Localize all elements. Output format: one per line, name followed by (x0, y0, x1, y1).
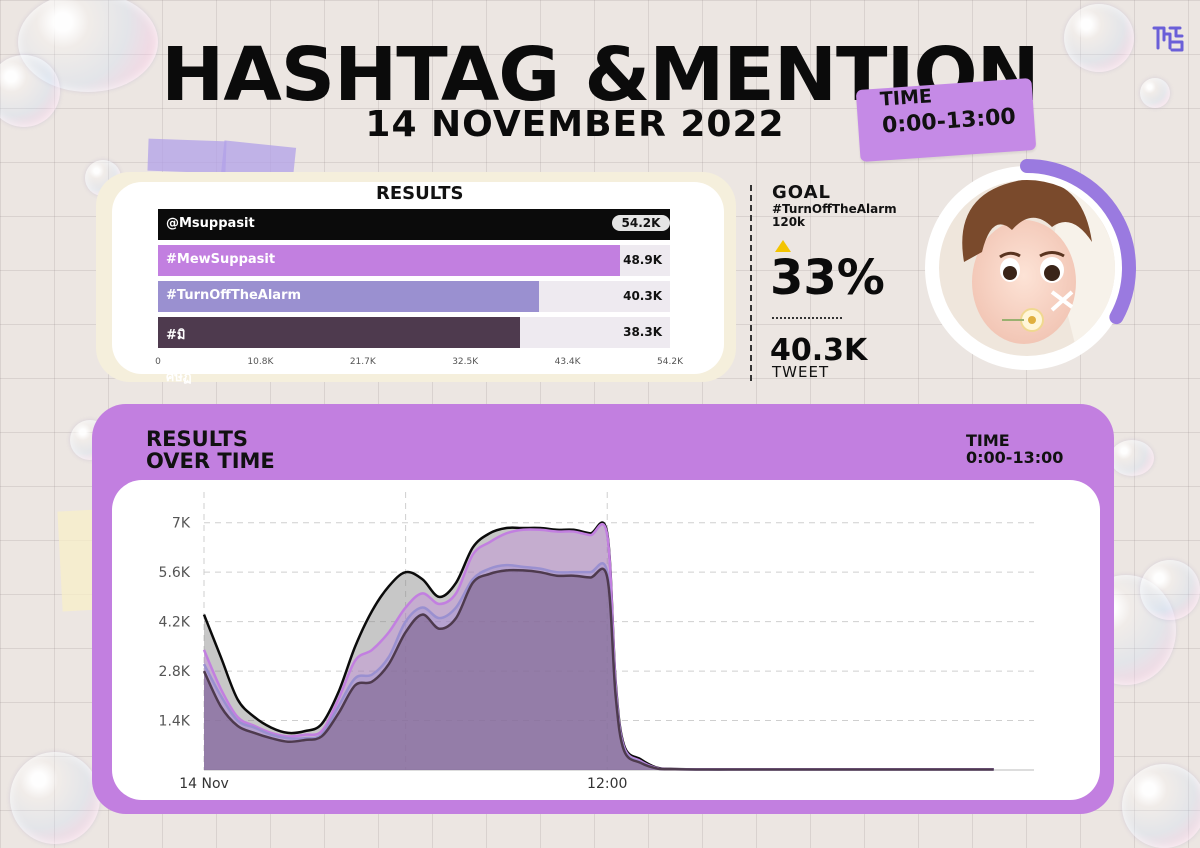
x-tick-label: 32.5K (452, 357, 479, 367)
bar-label: #TurnOffTheAlarm (166, 288, 302, 303)
goal-progress-ring (1020, 159, 1136, 325)
bar-value-label: 54.2K (612, 215, 670, 231)
goal-target: 120k (772, 215, 806, 229)
goal-hashtag: #TurnOffTheAlarm (772, 202, 897, 216)
goal-separator (772, 317, 842, 319)
bar-label: @Msuppasit (166, 216, 255, 231)
bubble-decoration (1110, 440, 1154, 476)
bubble-decoration (1140, 78, 1170, 108)
timeline-title-line1: RESULTS (146, 427, 249, 451)
goal-percent: 33% (770, 250, 885, 306)
results-title: RESULTS (376, 183, 464, 204)
goal-label: GOAL (772, 182, 831, 203)
avatar (939, 180, 1115, 356)
bubble-decoration (1064, 4, 1134, 72)
page-subtitle-date: 14 NOVEMBER 2022 (365, 104, 785, 145)
bar-4 (158, 317, 520, 348)
x-tick-label: 14 Nov (179, 776, 229, 792)
x-tick-label: 12:00 (587, 776, 627, 792)
timeline-time-label: TIME (966, 431, 1010, 450)
x-tick-label: 21.7K (349, 357, 376, 367)
brand-logo-icon (1152, 26, 1184, 52)
bubble-decoration (1122, 764, 1200, 848)
bar-1 (158, 209, 670, 240)
x-tick-label: 0 (155, 357, 161, 367)
bar-value-label: 38.3K (623, 325, 662, 339)
bar-label: #มิวศุภศิษฏ์ (166, 328, 192, 385)
y-tick-label: 2.8K (159, 664, 191, 680)
area-line-series-4 (202, 567, 994, 771)
x-tick-label: 54.2K (657, 357, 683, 367)
x-tick-label: 43.4K (554, 357, 581, 367)
bubble-decoration (0, 55, 60, 127)
goal-tweet-count: 40.3K (770, 333, 868, 368)
x-tick-label: 10.8K (247, 357, 274, 367)
bar-3 (158, 281, 539, 312)
bar-2 (158, 245, 620, 276)
area-fill-series-4 (204, 568, 994, 770)
y-tick-label: 4.2K (159, 615, 191, 631)
y-tick-label: 7K (172, 516, 191, 532)
y-tick-label: 5.6K (159, 565, 191, 581)
bubble-decoration (1140, 560, 1200, 620)
goal-divider (750, 185, 752, 381)
goal-progress-avatar (925, 159, 1136, 370)
bar-value-label: 48.9K (623, 253, 662, 267)
timeline-title: RESULTS OVER TIME (146, 428, 275, 472)
timeline-time-value: 0:00-13:00 (966, 448, 1064, 467)
up-arrow-icon (775, 240, 791, 252)
y-tick-label: 1.4K (159, 714, 191, 730)
bar-label: #MewSuppasit (166, 252, 276, 267)
bar-value-label: 40.3K (623, 289, 662, 303)
bubble-decoration (10, 752, 100, 844)
timeline-title-line2: OVER TIME (146, 449, 275, 473)
goal-tweet-unit: TWEET (772, 363, 830, 381)
